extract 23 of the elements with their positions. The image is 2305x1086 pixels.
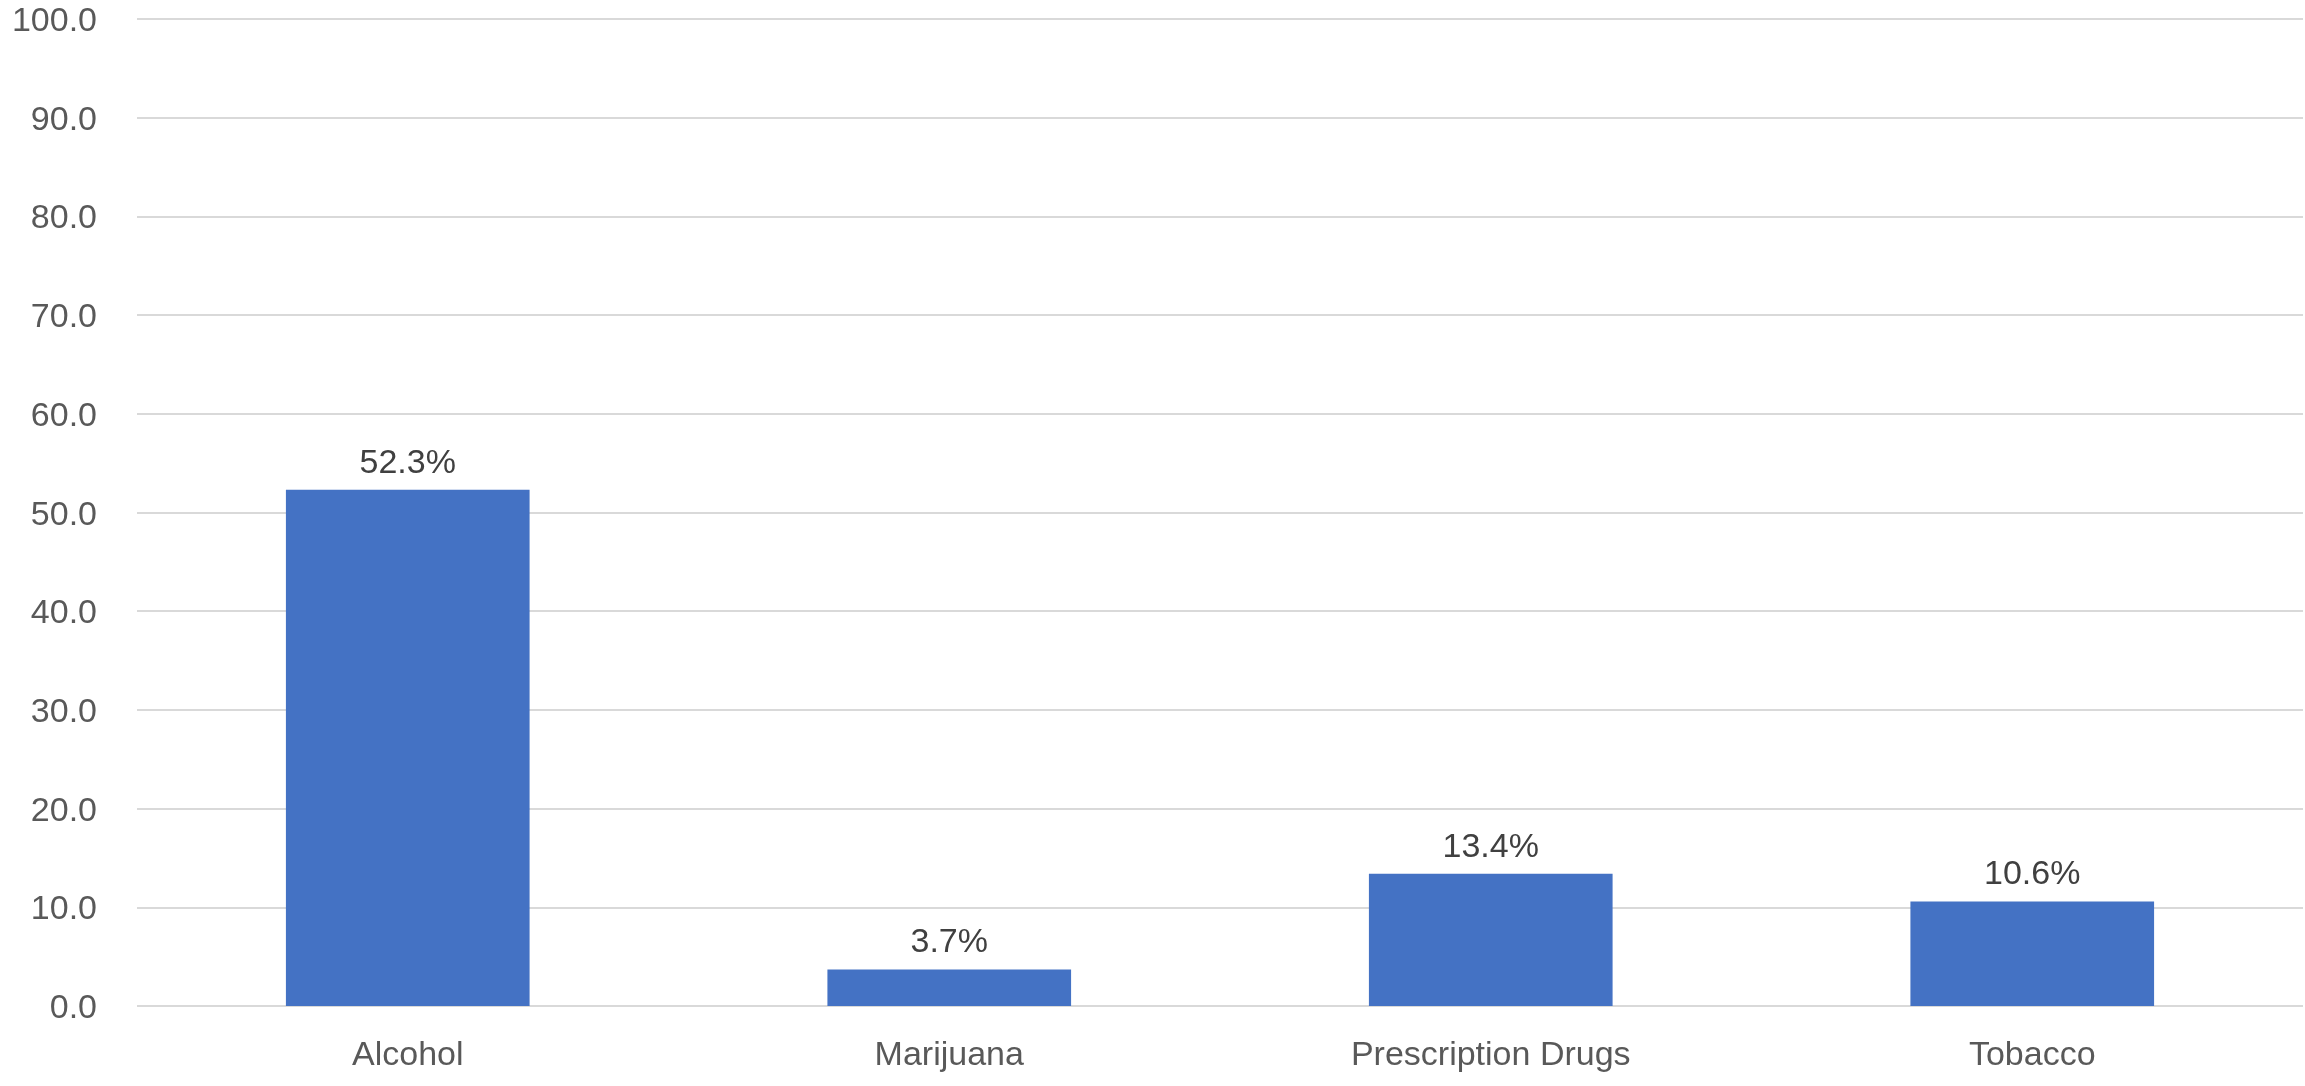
x-tick-label: Tobacco <box>1968 1034 2096 1072</box>
bar <box>285 489 530 1006</box>
x-tick-label: Alcohol <box>351 1034 464 1072</box>
y-tick-label: 50.0 <box>30 493 97 532</box>
y-tick-label: 0.0 <box>49 987 97 1025</box>
bar <box>1910 901 2155 1006</box>
y-tick-label: 20.0 <box>30 789 97 828</box>
x-tick-label: Marijuana <box>874 1034 1024 1072</box>
data-label: 52.3% <box>359 441 456 480</box>
x-tick-label: Prescription Drugs <box>1350 1034 1631 1072</box>
y-tick-label: 10.0 <box>30 888 97 927</box>
data-label: 13.4% <box>1442 825 1539 864</box>
data-label: 10.6% <box>1984 853 2081 892</box>
y-tick-label: 60.0 <box>30 394 97 433</box>
y-tick-label: 90.0 <box>30 98 97 137</box>
y-tick-label: 100.0 <box>11 0 97 38</box>
y-tick-label: 70.0 <box>30 296 97 335</box>
bar <box>827 969 1072 1006</box>
y-tick-label: 40.0 <box>30 592 97 631</box>
data-label: 3.7% <box>910 921 988 960</box>
bar <box>1368 873 1613 1006</box>
y-tick-label: 30.0 <box>30 690 97 729</box>
y-tick-label: 80.0 <box>30 197 97 236</box>
